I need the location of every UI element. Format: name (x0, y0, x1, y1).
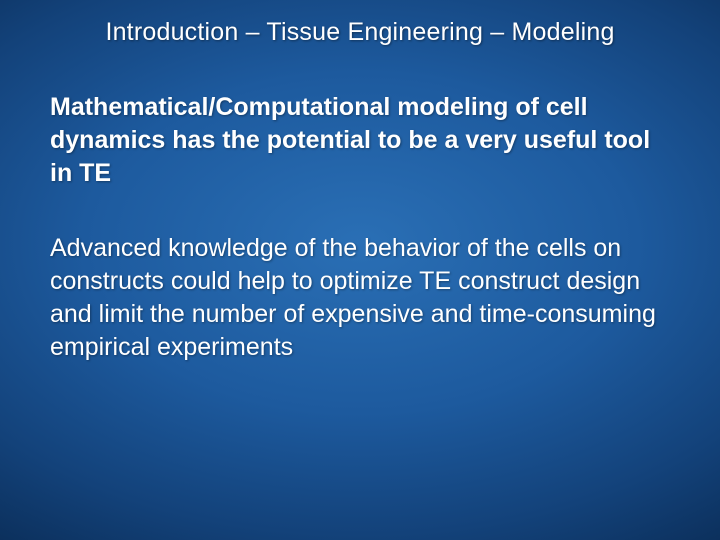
paragraph-2: Advanced knowledge of the behavior of th… (50, 232, 670, 364)
slide: Introduction – Tissue Engineering – Mode… (0, 0, 720, 540)
paragraph-1: Mathematical/Computational modeling of c… (50, 91, 670, 190)
slide-title: Introduction – Tissue Engineering – Mode… (50, 18, 670, 47)
